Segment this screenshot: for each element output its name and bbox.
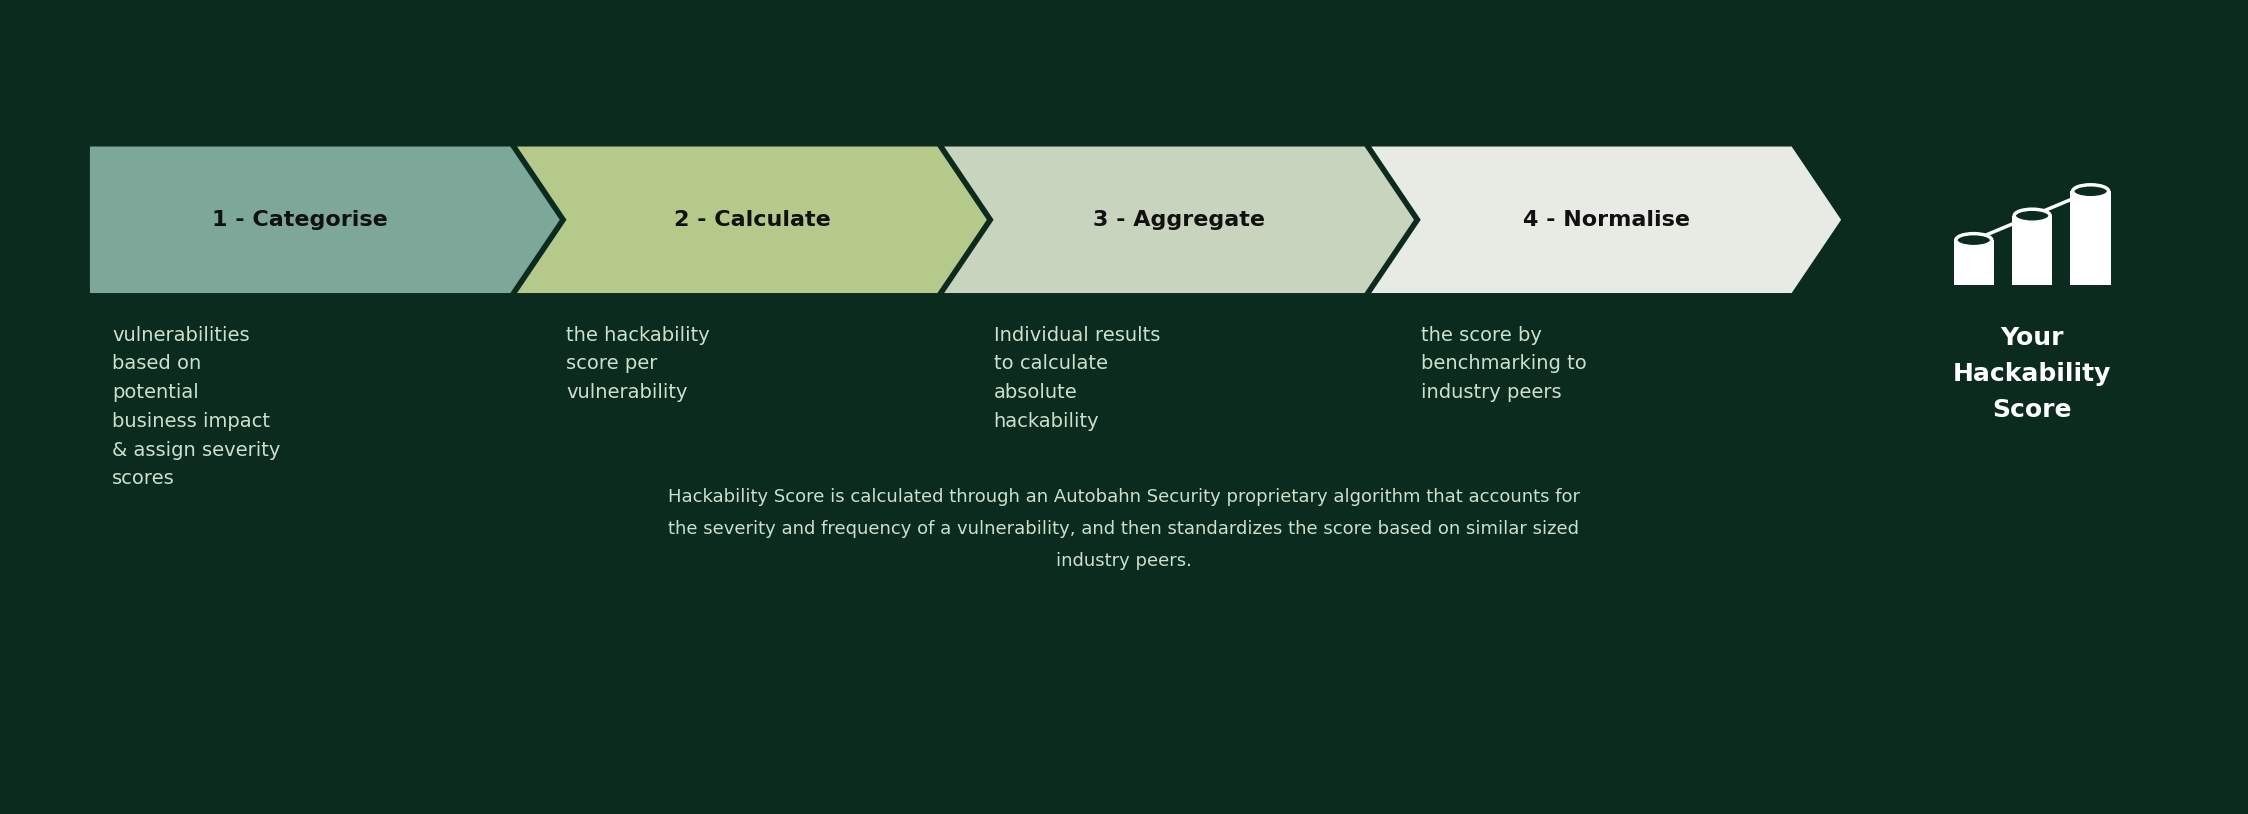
Polygon shape bbox=[517, 147, 987, 293]
Text: 4 - Normalise: 4 - Normalise bbox=[1522, 210, 1690, 230]
Text: Your
Hackability
Score: Your Hackability Score bbox=[1954, 326, 2111, 422]
Polygon shape bbox=[90, 147, 560, 293]
Text: vulnerabilities
based on
potential
business impact
& assign severity
scores: vulnerabilities based on potential busin… bbox=[112, 326, 281, 488]
Text: the hackability
score per
vulnerability: the hackability score per vulnerability bbox=[566, 326, 710, 402]
Text: 1 - Categorise: 1 - Categorise bbox=[211, 210, 389, 230]
Text: 2 - Calculate: 2 - Calculate bbox=[674, 210, 830, 230]
Text: the score by
benchmarking to
industry peers: the score by benchmarking to industry pe… bbox=[1421, 326, 1587, 402]
Circle shape bbox=[2014, 209, 2050, 222]
Polygon shape bbox=[1371, 147, 1841, 293]
Circle shape bbox=[1956, 234, 1992, 247]
Bar bbox=[2070, 191, 2111, 285]
Text: 3 - Aggregate: 3 - Aggregate bbox=[1093, 210, 1266, 230]
Circle shape bbox=[2073, 185, 2109, 198]
Text: Individual results
to calculate
absolute
hackability: Individual results to calculate absolute… bbox=[994, 326, 1160, 431]
Bar bbox=[2012, 216, 2052, 285]
Text: Hackability Score is calculated through an Autobahn Security proprietary algorit: Hackability Score is calculated through … bbox=[668, 488, 1580, 571]
Polygon shape bbox=[944, 147, 1414, 293]
Bar bbox=[1954, 240, 1994, 285]
